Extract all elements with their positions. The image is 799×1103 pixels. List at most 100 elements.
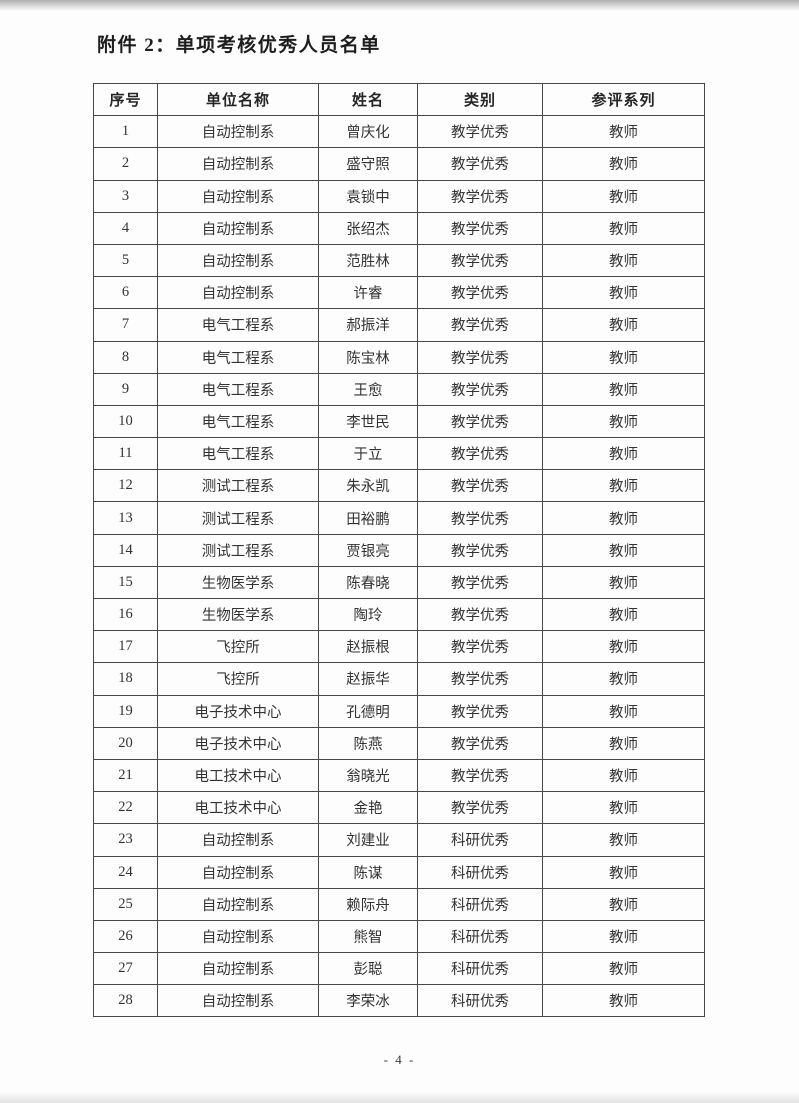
table-row: 28 自动控制系 李荣冰 科研优秀 教师 (93, 984, 705, 1018)
cell-name: 郝振洋 (318, 308, 418, 342)
cell-unit: 自动控制系 (157, 887, 319, 921)
table-row: 16 生物医学系 陶玲 教学优秀 教师 (93, 597, 705, 632)
header-series: 参评系列 (542, 82, 705, 117)
scan-artifact-top-edge (0, 0, 799, 11)
cell-name: 朱永凯 (318, 469, 418, 503)
cell-unit: 自动控制系 (157, 211, 319, 245)
cell-series: 教师 (542, 887, 705, 921)
table-row: 4 自动控制系 张绍杰 教学优秀 教师 (93, 211, 705, 245)
cell-unit: 测试工程系 (157, 469, 319, 503)
table-row: 24 自动控制系 陈谋 科研优秀 教师 (93, 855, 705, 889)
cell-name: 王愈 (318, 372, 418, 406)
cell-index: 26 (93, 919, 158, 954)
cell-index: 23 (93, 823, 158, 857)
cell-series: 教师 (542, 533, 705, 567)
cell-name: 刘建业 (318, 823, 418, 857)
table-row: 17 飞控所 赵振根 教学优秀 教师 (93, 630, 705, 664)
cell-index: 1 (93, 115, 158, 149)
cell-index: 28 (93, 984, 158, 1018)
personnel-table: 序号 单位名称 姓名 类别 参评系列 1 自动控制系 曾庆化 教学优秀 教师 2 自动控制系… (93, 82, 705, 1018)
cell-series: 教师 (542, 437, 705, 471)
cell-unit: 自动控制系 (157, 243, 319, 278)
cell-index: 21 (93, 758, 158, 793)
cell-name: 许睿 (318, 276, 418, 310)
cell-series: 教师 (542, 758, 705, 793)
cell-unit: 测试工程系 (157, 501, 319, 535)
table-row: 19 电子技术中心 孔德明 教学优秀 教师 (93, 694, 705, 728)
table-row: 15 生物医学系 陈春晓 教学优秀 教师 (93, 565, 705, 600)
cell-unit: 自动控制系 (157, 855, 319, 889)
cell-category: 教学优秀 (417, 179, 543, 213)
cell-name: 陈谋 (318, 855, 418, 889)
cell-category: 教学优秀 (417, 597, 543, 632)
cell-category: 科研优秀 (417, 887, 543, 921)
cell-unit: 飞控所 (157, 662, 319, 696)
table-header-row: 序号 单位名称 姓名 类别 参评系列 (93, 82, 705, 117)
table-row: 12 测试工程系 朱永凯 教学优秀 教师 (93, 469, 705, 503)
cell-category: 教学优秀 (417, 630, 543, 664)
cell-series: 教师 (542, 469, 705, 503)
table-row: 8 电气工程系 陈宝林 教学优秀 教师 (93, 340, 705, 374)
cell-category: 教学优秀 (417, 469, 543, 503)
cell-category: 教学优秀 (417, 662, 543, 696)
cell-name: 陈宝林 (318, 340, 418, 374)
cell-name: 袁锁中 (318, 179, 418, 213)
cell-category: 教学优秀 (417, 243, 543, 278)
cell-index: 14 (93, 533, 158, 567)
cell-unit: 电气工程系 (157, 308, 319, 342)
table-row: 26 自动控制系 熊智 科研优秀 教师 (93, 919, 705, 954)
cell-series: 教师 (542, 855, 705, 889)
cell-series: 教师 (542, 597, 705, 632)
page-number: - 4 - (383, 1052, 416, 1067)
cell-category: 教学优秀 (417, 694, 543, 728)
table-body: 1 自动控制系 曾庆化 教学优秀 教师 2 自动控制系 盛守照 教学优秀 教师 3 自动控制系 袁锁中教… (93, 115, 705, 1018)
cell-category: 教学优秀 (417, 791, 543, 825)
cell-series: 教师 (542, 147, 705, 181)
cell-category: 教学优秀 (417, 437, 543, 471)
cell-name: 范胜林 (318, 243, 418, 278)
cell-name: 孔德明 (318, 694, 418, 728)
cell-category: 教学优秀 (417, 276, 543, 310)
cell-name: 陈春晓 (318, 565, 418, 600)
cell-category: 教学优秀 (417, 308, 543, 342)
cell-name: 贾银亮 (318, 533, 418, 567)
cell-index: 2 (93, 147, 158, 181)
cell-category: 科研优秀 (417, 823, 543, 857)
cell-series: 教师 (542, 404, 705, 439)
cell-category: 科研优秀 (417, 984, 543, 1018)
cell-series: 教师 (542, 211, 705, 245)
cell-series: 教师 (542, 501, 705, 535)
table-row: 21 电工技术中心 翁晓光 教学优秀 教师 (93, 758, 705, 793)
table-row: 25 自动控制系 赖际舟 科研优秀 教师 (93, 887, 705, 921)
cell-unit: 电气工程系 (157, 372, 319, 406)
table-row: 5 自动控制系 范胜林 教学优秀 教师 (93, 243, 705, 278)
cell-unit: 自动控制系 (157, 276, 319, 310)
cell-series: 教师 (542, 662, 705, 696)
cell-index: 24 (93, 855, 158, 889)
table-row: 18 飞控所 赵振华 教学优秀 教师 (93, 662, 705, 696)
table-row: 6 自动控制系 许睿 教学优秀 教师 (93, 276, 705, 310)
cell-unit: 自动控制系 (157, 984, 319, 1018)
cell-category: 教学优秀 (417, 340, 543, 374)
cell-name: 李荣冰 (318, 984, 418, 1018)
table-row: 23 自动控制系 刘建业 科研优秀 教师 (93, 823, 705, 857)
table-row: 27 自动控制系 彭聪 科研优秀 教师 (93, 952, 705, 986)
cell-series: 教师 (542, 115, 705, 149)
cell-name: 熊智 (318, 919, 418, 954)
cell-index: 12 (93, 469, 158, 503)
cell-name: 赖际舟 (318, 887, 418, 921)
cell-unit: 飞控所 (157, 630, 319, 664)
header-unit: 单位名称 (157, 82, 319, 117)
cell-name: 彭聪 (318, 952, 418, 986)
header-name: 姓名 (318, 82, 418, 117)
cell-unit: 自动控制系 (157, 952, 319, 986)
cell-unit: 电子技术中心 (157, 694, 319, 728)
cell-series: 教师 (542, 823, 705, 857)
cell-index: 4 (93, 211, 158, 245)
cell-index: 11 (93, 437, 158, 471)
cell-name: 李世民 (318, 404, 418, 439)
cell-index: 9 (93, 372, 158, 406)
cell-index: 10 (93, 404, 158, 439)
cell-index: 17 (93, 630, 158, 664)
cell-series: 教师 (542, 952, 705, 986)
